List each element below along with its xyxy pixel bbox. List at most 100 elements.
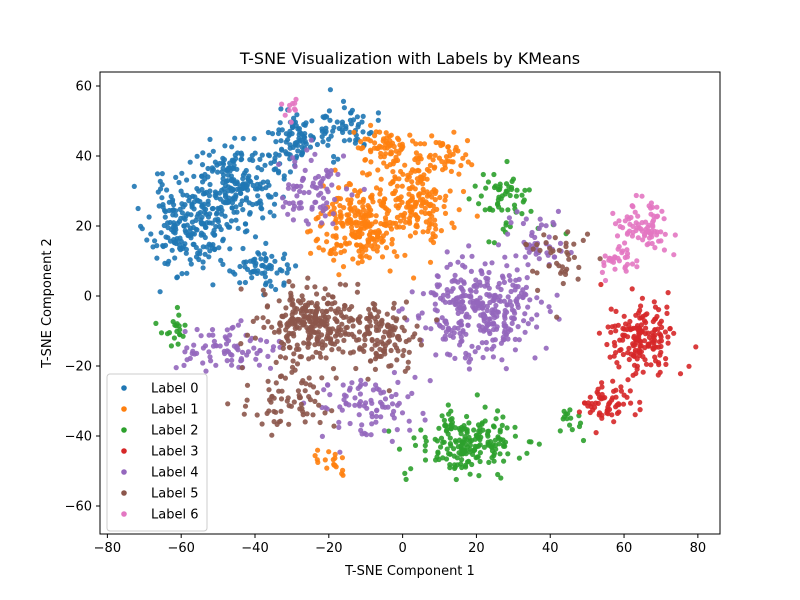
scatter-point xyxy=(620,401,627,407)
scatter-point xyxy=(659,208,665,214)
scatter-point xyxy=(279,146,285,152)
scatter-point xyxy=(628,214,634,221)
scatter-point xyxy=(610,210,616,216)
scatter-point xyxy=(229,144,235,150)
scatter-point xyxy=(317,419,323,426)
scatter-point xyxy=(318,354,324,360)
scatter-point xyxy=(244,397,250,403)
scatter-point xyxy=(391,249,397,255)
scatter-point xyxy=(557,428,563,434)
scatter-point xyxy=(284,270,290,276)
scatter-point xyxy=(409,179,415,185)
scatter-point xyxy=(516,337,522,343)
scatter-point xyxy=(637,399,643,405)
scatter-point xyxy=(305,302,311,308)
scatter-point xyxy=(566,256,572,262)
scatter-point xyxy=(466,458,472,464)
scatter-point xyxy=(265,179,271,185)
scatter-point xyxy=(362,381,368,387)
scatter-point xyxy=(413,141,419,147)
scatter-point xyxy=(463,313,469,319)
scatter-point xyxy=(333,225,339,231)
scatter-point xyxy=(257,156,263,162)
scatter-point xyxy=(294,153,300,159)
x-tick-label: 20 xyxy=(468,541,485,556)
scatter-point xyxy=(158,330,165,336)
legend-entry: Label 5 xyxy=(151,487,198,502)
scatter-point xyxy=(296,126,302,132)
scatter-point xyxy=(432,222,438,228)
scatter-point xyxy=(276,161,282,167)
scatter-point xyxy=(338,332,344,338)
scatter-point xyxy=(262,282,269,288)
scatter-point xyxy=(184,177,190,183)
scatter-point xyxy=(384,210,390,217)
scatter-point xyxy=(408,466,414,472)
scatter-point xyxy=(339,455,345,461)
scatter-point xyxy=(602,277,609,284)
scatter-point xyxy=(244,382,251,388)
scatter-point xyxy=(328,250,334,257)
scatter-point xyxy=(323,125,329,131)
scatter-point xyxy=(299,144,305,150)
scatter-point xyxy=(535,287,541,293)
scatter-point xyxy=(307,144,313,150)
scatter-point xyxy=(294,342,300,348)
scatter-point xyxy=(166,258,172,264)
scatter-point xyxy=(306,394,312,400)
scatter-point xyxy=(265,319,271,325)
scatter-point xyxy=(495,187,502,193)
scatter-point xyxy=(179,170,185,176)
scatter-point xyxy=(383,142,389,148)
scatter-point xyxy=(288,293,294,299)
scatter-point xyxy=(416,193,422,199)
scatter-point xyxy=(643,325,649,331)
scatter-point xyxy=(519,211,525,217)
scatter-point xyxy=(152,238,158,244)
scatter-point xyxy=(478,193,484,199)
scatter-point xyxy=(355,145,361,151)
scatter-point xyxy=(612,221,619,227)
scatter-point xyxy=(402,162,408,168)
scatter-point xyxy=(378,176,384,182)
scatter-point xyxy=(322,286,328,292)
scatter-point xyxy=(421,175,427,181)
scatter-point xyxy=(403,476,409,482)
scatter-point xyxy=(498,340,504,346)
scatter-point xyxy=(476,201,482,207)
scatter-point xyxy=(620,325,626,332)
scatter-point xyxy=(251,345,257,351)
scatter-point xyxy=(215,169,221,175)
scatter-point xyxy=(477,450,483,456)
scatter-point xyxy=(213,211,220,217)
scatter-point xyxy=(203,224,209,230)
scatter-point xyxy=(322,342,328,348)
scatter-point xyxy=(414,214,420,220)
scatter-point xyxy=(372,140,378,146)
scatter-point xyxy=(630,223,636,229)
scatter-point xyxy=(277,321,283,327)
scatter-point xyxy=(490,320,496,326)
scatter-point xyxy=(636,347,642,353)
scatter-point xyxy=(222,213,228,219)
scatter-point xyxy=(262,291,268,297)
scatter-point xyxy=(349,192,355,198)
scatter-point xyxy=(220,199,226,205)
scatter-point xyxy=(293,96,299,102)
scatter-point xyxy=(515,324,521,330)
scatter-point xyxy=(381,160,387,166)
scatter-point xyxy=(159,171,165,177)
scatter-point xyxy=(417,337,423,343)
scatter-point xyxy=(422,205,428,211)
scatter-point xyxy=(328,340,334,346)
scatter-point xyxy=(186,198,192,204)
scatter-point xyxy=(442,197,448,203)
scatter-point xyxy=(444,446,450,452)
scatter-point xyxy=(489,448,496,454)
scatter-point xyxy=(239,365,245,371)
scatter-point xyxy=(475,422,482,428)
scatter-point xyxy=(485,428,491,435)
scatter-point xyxy=(559,268,565,274)
scatter-point xyxy=(176,312,182,318)
